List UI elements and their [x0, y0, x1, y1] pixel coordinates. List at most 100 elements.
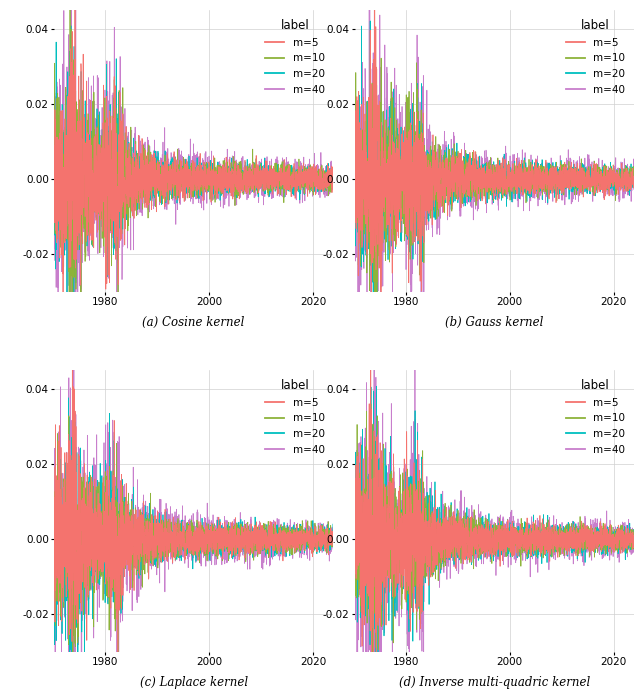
m=10: [79, 118, 86, 127]
m=10: [330, 169, 338, 178]
Line: m=20: m=20: [353, 21, 635, 307]
m=40: [351, 542, 359, 550]
m=10: [384, 213, 392, 222]
m=40: [384, 582, 392, 590]
m=5: [83, 170, 91, 178]
m=10: [367, 400, 375, 408]
m=5: [384, 510, 392, 518]
m=40: [113, 514, 120, 522]
Legend: m=5, m=10, m=20, m=40: m=5, m=10, m=20, m=40: [262, 376, 328, 458]
m=40: [631, 189, 639, 197]
m=10: [413, 182, 421, 190]
m=10: [631, 534, 639, 542]
m=20: [113, 209, 120, 217]
m=10: [51, 162, 58, 170]
Line: m=5: m=5: [53, 0, 334, 305]
X-axis label: (b) Gauss kernel: (b) Gauss kernel: [445, 316, 543, 328]
Line: m=5: m=5: [53, 306, 334, 682]
m=20: [380, 137, 387, 145]
m=40: [413, 554, 421, 562]
m=40: [628, 524, 636, 533]
m=20: [67, 22, 75, 30]
m=40: [49, 579, 57, 587]
Line: m=40: m=40: [353, 362, 635, 697]
m=10: [372, 366, 380, 374]
m=40: [79, 228, 86, 236]
X-axis label: (a) Cosine kernel: (a) Cosine kernel: [143, 316, 245, 328]
m=40: [83, 501, 91, 510]
Line: m=20: m=20: [53, 26, 334, 343]
Line: m=10: m=10: [53, 416, 334, 662]
m=20: [70, 339, 77, 347]
m=10: [351, 181, 359, 190]
m=5: [631, 185, 639, 194]
m=40: [351, 118, 358, 127]
m=20: [351, 560, 358, 568]
m=5: [114, 678, 122, 687]
m=10: [631, 178, 639, 186]
m=10: [66, 370, 74, 378]
m=20: [79, 522, 86, 530]
X-axis label: (d) Inverse multi-quadric kernel: (d) Inverse multi-quadric kernel: [399, 675, 590, 689]
m=40: [68, 449, 76, 457]
m=40: [351, 152, 359, 160]
m=5: [367, 290, 374, 298]
m=20: [349, 536, 357, 544]
m=10: [628, 174, 636, 183]
m=20: [83, 208, 91, 216]
m=5: [68, 302, 76, 310]
m=40: [330, 536, 338, 544]
m=10: [330, 541, 338, 549]
Line: m=20: m=20: [353, 386, 635, 697]
m=5: [49, 240, 57, 248]
m=5: [51, 194, 58, 202]
m=40: [51, 517, 58, 526]
m=5: [413, 206, 421, 215]
m=5: [628, 178, 636, 187]
m=20: [372, 382, 380, 390]
m=10: [380, 107, 387, 116]
m=20: [51, 579, 58, 588]
m=40: [384, 155, 392, 164]
Line: m=10: m=10: [53, 0, 334, 374]
Legend: m=5, m=10, m=20, m=40: m=5, m=10, m=20, m=40: [563, 15, 628, 98]
m=40: [351, 551, 358, 560]
m=5: [351, 197, 358, 205]
m=5: [50, 191, 58, 199]
m=10: [369, 656, 376, 664]
Line: m=20: m=20: [53, 398, 334, 687]
m=20: [366, 17, 374, 25]
m=20: [351, 228, 359, 236]
m=10: [113, 576, 120, 585]
m=10: [83, 151, 91, 160]
m=10: [50, 246, 58, 254]
m=20: [631, 539, 639, 547]
m=20: [384, 552, 392, 560]
m=5: [380, 158, 387, 167]
m=5: [351, 107, 359, 115]
m=40: [51, 141, 58, 149]
m=10: [377, 54, 385, 62]
m=20: [330, 176, 338, 184]
m=20: [384, 255, 392, 263]
m=10: [49, 75, 57, 83]
m=40: [49, 240, 57, 248]
m=10: [328, 178, 335, 187]
m=5: [631, 537, 639, 545]
m=20: [330, 541, 338, 549]
m=10: [79, 539, 86, 548]
m=10: [628, 531, 636, 539]
m=5: [328, 530, 335, 538]
m=10: [349, 163, 357, 171]
m=5: [330, 169, 338, 177]
m=5: [113, 155, 120, 164]
m=40: [380, 172, 387, 181]
m=10: [351, 533, 359, 542]
m=5: [328, 167, 335, 176]
m=5: [330, 539, 338, 547]
m=5: [380, 521, 387, 529]
m=5: [51, 543, 58, 551]
m=20: [79, 109, 86, 118]
m=10: [50, 469, 58, 477]
m=20: [631, 174, 639, 183]
